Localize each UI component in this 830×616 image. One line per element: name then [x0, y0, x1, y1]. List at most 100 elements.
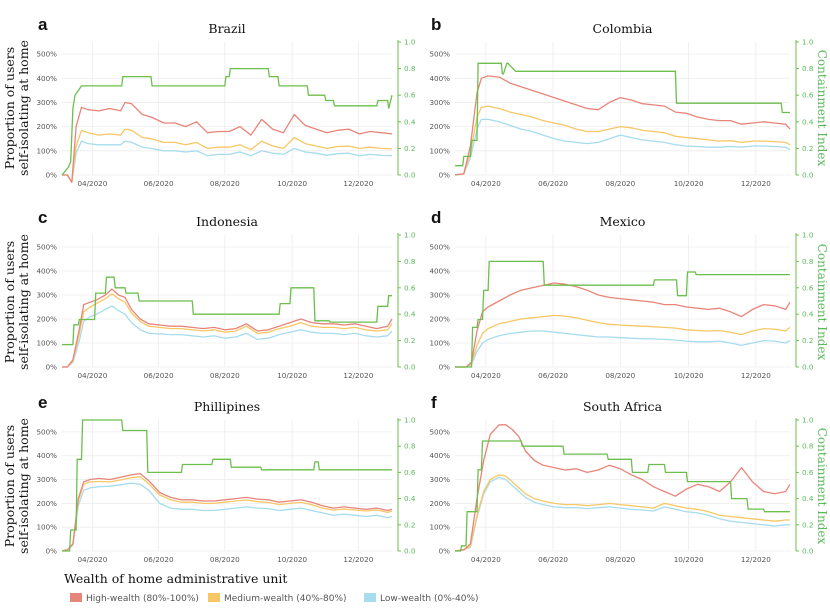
containment-tick-label: 0.6 [404, 283, 416, 292]
containment-tick-label: 1.0 [802, 416, 814, 425]
panel-letter: f [431, 393, 437, 412]
containment-tick-label: 0.0 [404, 547, 416, 556]
x-tick-label: 08/2020 [605, 555, 635, 564]
x-tick-label: 04/2020 [471, 371, 501, 380]
x-tick-label: 06/2020 [538, 555, 568, 564]
x-tick-label: 06/2020 [144, 371, 174, 380]
y-axis-label-line: Proportion of users [2, 425, 17, 547]
y-axis-label-line: self-isolating at home [16, 418, 31, 554]
x-tick-label: 04/2020 [77, 555, 107, 564]
containment-tick-label: 1.0 [404, 231, 416, 240]
y-tick-label: 500% [429, 50, 450, 59]
y-tick-label: 0% [439, 363, 451, 372]
panel-letter: b [431, 15, 441, 34]
x-tick-label: 08/2020 [210, 179, 240, 188]
containment-line [62, 276, 392, 346]
containment-line [455, 440, 790, 552]
y-axis-label-line: self-isolating at home [16, 40, 31, 176]
panel-title: Indonesia [196, 214, 258, 229]
x-tick-label: 12/2020 [343, 555, 373, 564]
x-tick-label: 10/2020 [674, 179, 704, 188]
y-tick-label: 200% [36, 315, 57, 324]
y-tick-label: 400% [36, 74, 57, 83]
x-tick-label: 10/2020 [277, 555, 307, 564]
containment-line [62, 419, 392, 552]
y-axis-label-line: Proportion of users [2, 47, 17, 169]
containment-tick-label: 0.8 [404, 257, 416, 266]
y2-axis-label: Containment Index [815, 50, 829, 167]
containment-tick-label: 0.2 [404, 520, 415, 529]
containment-tick-label: 0.2 [802, 520, 813, 529]
containment-tick-label: 0.0 [404, 171, 416, 180]
y-tick-label: 0% [46, 171, 58, 180]
x-tick-label: 12/2020 [741, 555, 771, 564]
y-tick-label: 100% [36, 339, 57, 348]
y-tick-label: 500% [429, 427, 450, 436]
y-tick-label: 500% [36, 50, 57, 59]
y-tick-label: 400% [429, 451, 450, 460]
legend-label-medium: Medium-wealth (40%-80%) [224, 594, 347, 604]
panel-f: f South Africa 0% 100% 200% 300% 400% 500% 04/20… [429, 393, 813, 564]
y-tick-label: 100% [429, 339, 450, 348]
y-tick-label: 300% [429, 291, 450, 300]
y-tick-label: 300% [36, 98, 57, 107]
x-tick-label: 08/2020 [210, 555, 240, 564]
panel-e: e Phillipines 0% 100% 200% 300% 400% 500% 04/202… [36, 393, 415, 564]
y-tick-label: 200% [429, 499, 450, 508]
panel-letter: e [38, 393, 47, 412]
panel-letter: a [38, 15, 48, 34]
y-tick-label: 0% [439, 547, 451, 556]
x-tick-label: 08/2020 [605, 371, 635, 380]
series-line-high [454, 75, 791, 176]
y2-axis-label-line: Containment Index [815, 244, 829, 361]
y-axis-label-line: self-isolating at home [16, 234, 31, 370]
y-tick-label: 500% [429, 243, 450, 252]
containment-tick-label: 0.2 [802, 144, 813, 153]
containment-tick-label: 1.0 [404, 38, 416, 47]
containment-tick-label: 0.0 [802, 547, 814, 556]
series-line-medium [455, 314, 791, 368]
x-tick-label: 08/2020 [605, 179, 635, 188]
x-tick-label: 12/2020 [343, 179, 373, 188]
containment-line [61, 67, 393, 176]
y-tick-label: 200% [36, 499, 57, 508]
containment-tick-label: 0.8 [802, 64, 814, 73]
legend-item-low: Low-wealth (0%-40%) [364, 593, 479, 604]
series-line-low [455, 330, 791, 368]
containment-tick-label: 0.4 [802, 117, 814, 126]
x-tick-label: 12/2020 [741, 371, 771, 380]
containment-tick-label: 0.6 [802, 91, 814, 100]
containment-tick-label: 0.2 [404, 336, 415, 345]
containment-tick-label: 0.6 [802, 283, 814, 292]
panel-b: b Colombia 0% 100% 200% 300% 400% 500% 04/2020 06… [429, 15, 813, 188]
legend-label-low: Low-wealth (0%-40%) [380, 594, 479, 604]
containment-tick-label: 0.8 [404, 64, 416, 73]
containment-tick-label: 0.0 [802, 171, 814, 180]
y-tick-label: 400% [36, 451, 57, 460]
series-line-low [454, 476, 790, 552]
y-tick-label: 0% [46, 547, 58, 556]
containment-tick-label: 0.6 [802, 468, 814, 477]
panel-title: Mexico [600, 214, 646, 229]
series-line-high [61, 472, 393, 552]
y-tick-label: 300% [429, 98, 450, 107]
containment-tick-label: 0.4 [404, 310, 416, 319]
y-tick-label: 0% [439, 171, 451, 180]
legend-item-high: High-wealth (80%-100%) [70, 593, 199, 604]
containment-tick-label: 0.2 [404, 144, 415, 153]
y-axis-label: Proportion of usersself-isolating at hom… [2, 418, 31, 554]
series-line-high [454, 424, 791, 552]
containment-tick-label: 1.0 [802, 231, 814, 240]
y-tick-label: 0% [46, 363, 58, 372]
series-line-low [61, 482, 393, 552]
series-line-low [454, 118, 791, 176]
x-tick-label: 06/2020 [144, 555, 174, 564]
panel-title: Phillipines [194, 399, 260, 414]
y-tick-label: 500% [36, 427, 57, 436]
legend-item-medium: Medium-wealth (40%-80%) [208, 593, 347, 604]
containment-tick-label: 0.8 [404, 442, 416, 451]
series-line-low [62, 305, 393, 368]
containment-tick-label: 0.8 [802, 442, 814, 451]
y-tick-label: 400% [429, 267, 450, 276]
containment-line [455, 260, 790, 368]
